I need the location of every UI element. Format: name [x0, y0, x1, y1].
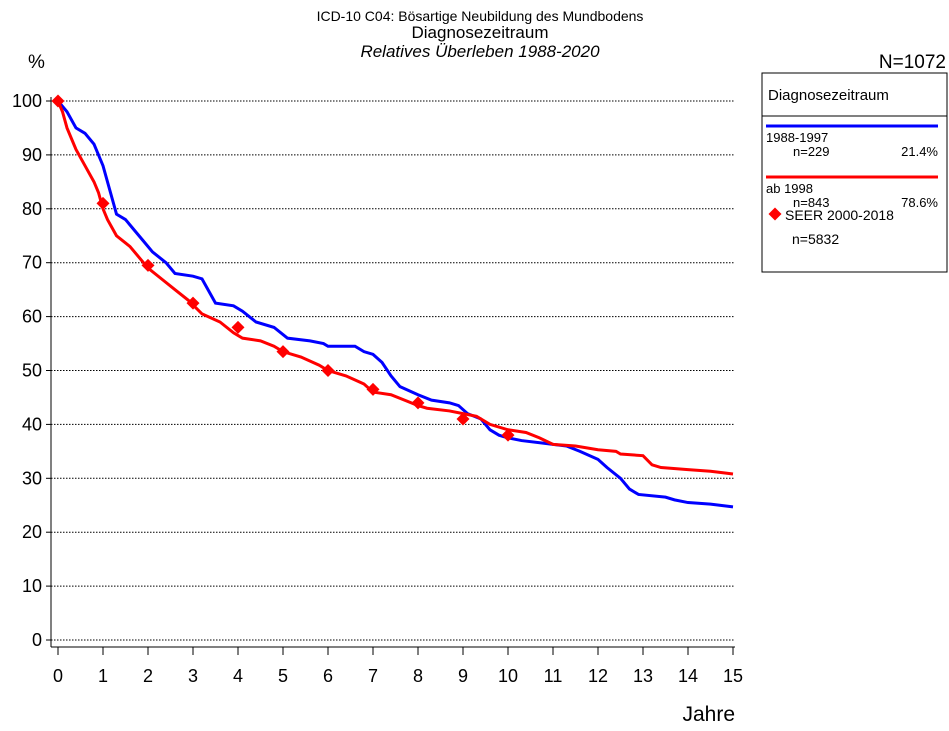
legend-label: 1988-1997: [766, 130, 828, 145]
legend-share: 21.4%: [901, 144, 938, 159]
chart-title: ICD-10 C04: Bösartige Neubildung des Mun…: [317, 8, 644, 24]
y-tick-label: 50: [22, 361, 42, 381]
chart-subtitle: Diagnosezeitraum: [411, 23, 548, 42]
seer-marker: [141, 258, 155, 272]
x-tick-label: 5: [278, 666, 288, 686]
seer-marker: [186, 296, 200, 310]
legend-label: SEER 2000-2018: [785, 207, 894, 223]
y-tick-label: 10: [22, 576, 42, 596]
x-tick-label: 9: [458, 666, 468, 686]
seer-marker: [321, 364, 335, 377]
legend-count: n=229: [793, 144, 830, 159]
total-count: N=1072: [879, 52, 946, 73]
seer-marker: [456, 412, 470, 426]
seer-marker: [96, 196, 110, 210]
x-tick-label: 14: [678, 666, 698, 686]
survival-line: [56, 100, 734, 509]
legend-label: ab 1998: [766, 181, 813, 196]
seer-marker: [51, 94, 65, 108]
x-tick-label: 13: [633, 666, 653, 686]
x-tick-label: 2: [143, 666, 153, 686]
legend-share: 78.6%: [901, 195, 938, 210]
y-tick-label: 0: [32, 630, 42, 650]
y-tick-label: 80: [22, 199, 42, 219]
y-tick-label: 100: [12, 91, 42, 111]
y-tick-label: 60: [22, 307, 42, 327]
legend-count: n=843: [793, 195, 830, 210]
y-tick-label: 30: [22, 468, 42, 488]
chart-subtitle: Relatives Überleben 1988-2020: [360, 42, 600, 61]
x-tick-label: 1: [98, 666, 108, 686]
y-tick-label: 20: [22, 522, 42, 542]
y-axis-label: %: [28, 52, 45, 73]
seer-marker: [231, 320, 245, 334]
legend-title: Diagnosezeitraum: [768, 87, 889, 104]
x-tick-label: 4: [233, 666, 243, 686]
survival-line: [56, 100, 734, 476]
seer-marker: [501, 428, 515, 442]
seer-marker: [366, 382, 380, 396]
x-axis-label: Jahre: [682, 703, 735, 726]
legend-marker: [768, 207, 782, 221]
legend-count: n=5832: [792, 231, 839, 247]
seer-marker: [276, 345, 290, 359]
legend-box: [761, 72, 948, 273]
x-tick-label: 12: [588, 666, 608, 686]
x-tick-label: 3: [188, 666, 198, 686]
y-tick-label: 90: [22, 145, 42, 165]
x-tick-label: 7: [368, 666, 378, 686]
y-tick-label: 70: [22, 253, 42, 273]
x-tick-label: 0: [53, 666, 63, 686]
x-tick-label: 11: [544, 666, 563, 686]
x-tick-label: 6: [323, 666, 333, 686]
y-tick-label: 40: [22, 414, 42, 434]
seer-marker: [411, 396, 425, 410]
x-tick-label: 8: [413, 666, 423, 686]
x-tick-label: 10: [498, 666, 518, 686]
x-tick-label: 15: [723, 666, 743, 686]
